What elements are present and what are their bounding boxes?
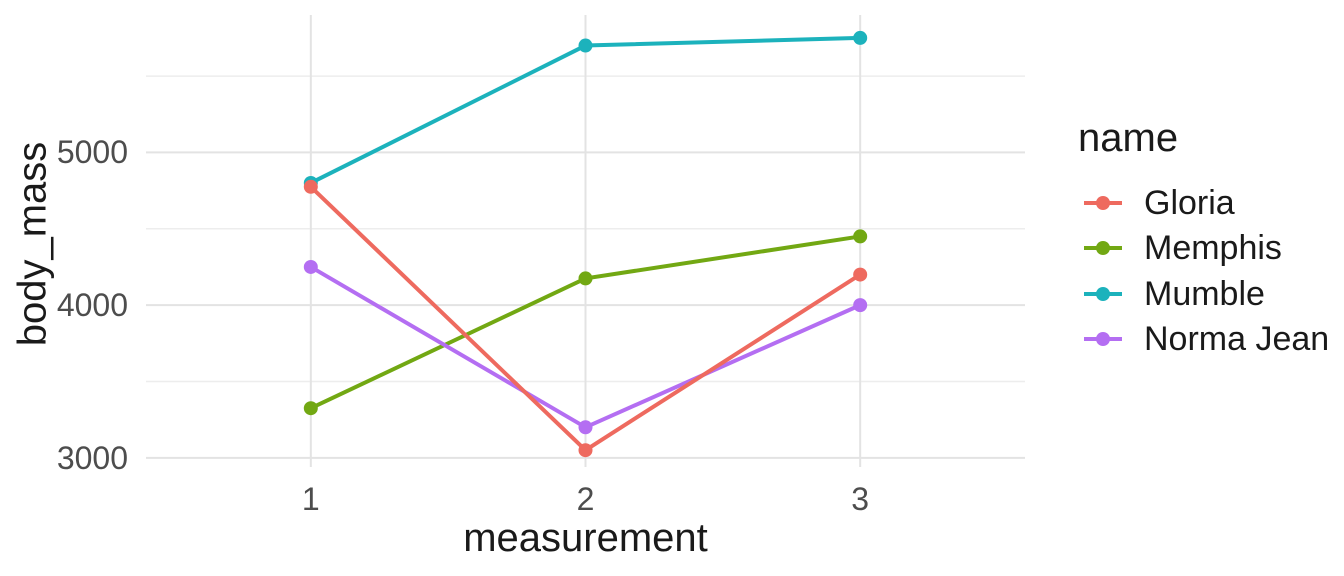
data-point-gloria — [303, 179, 318, 194]
legend-entry-norma-jean: Norma Jean — [1084, 317, 1329, 361]
y-tick-label-4000: 4000 — [56, 287, 128, 324]
data-point-norma-jean — [578, 420, 593, 435]
legend-key-icon — [1084, 241, 1122, 255]
legend-label: Memphis — [1144, 228, 1282, 267]
legend-key-icon — [1084, 287, 1122, 301]
legend-label: Gloria — [1144, 183, 1235, 222]
legend-key-icon — [1084, 332, 1122, 346]
data-point-gloria — [578, 443, 593, 458]
x-tick-label-2: 2 — [576, 481, 595, 517]
legend-key-icon — [1084, 196, 1122, 210]
x-tick-label-1: 1 — [301, 481, 320, 517]
x-tick-label-3: 3 — [851, 481, 870, 517]
y-tick-label-3000: 3000 — [56, 439, 128, 476]
data-point-mumble — [578, 38, 593, 53]
legend-title: name — [1078, 116, 1179, 160]
data-point-memphis — [578, 271, 593, 286]
y-tick-label-5000: 5000 — [56, 134, 128, 171]
legend-label: Mumble — [1144, 274, 1265, 313]
data-point-gloria — [853, 267, 868, 282]
x-axis-title: measurement — [463, 516, 708, 560]
legend-entry-mumble: Mumble — [1084, 272, 1265, 316]
data-point-norma-jean — [853, 298, 868, 313]
legend-entry-memphis: Memphis — [1084, 226, 1282, 270]
legend-label: Norma Jean — [1144, 319, 1330, 358]
data-point-mumble — [853, 30, 868, 45]
legend-entry-gloria: Gloria — [1084, 181, 1235, 225]
data-point-memphis — [853, 229, 868, 244]
data-point-norma-jean — [303, 259, 318, 274]
data-point-memphis — [303, 401, 318, 416]
